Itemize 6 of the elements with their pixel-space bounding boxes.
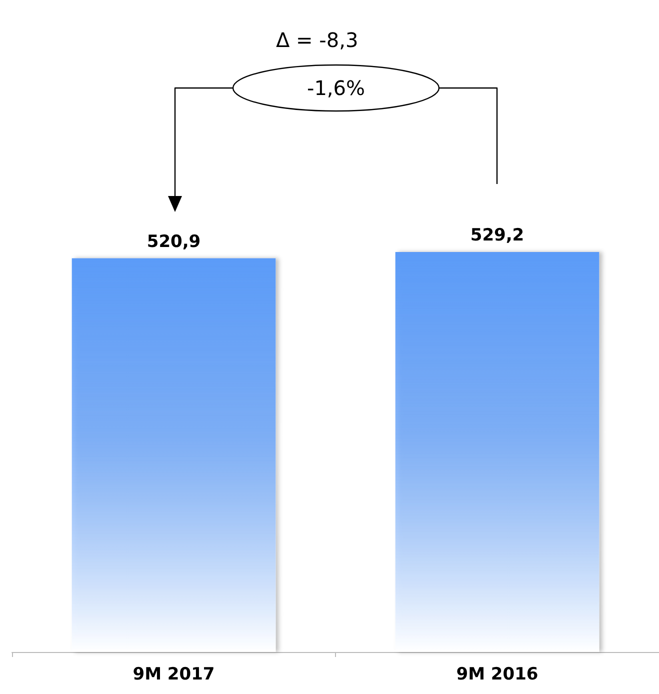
text: Δ = -8,3 xyxy=(276,28,358,52)
text: -1,6% xyxy=(306,76,366,100)
x-tick-label: 9M 2017 xyxy=(132,664,215,684)
x-tick-label: 9M 2016 xyxy=(456,664,538,684)
data-label: 520,9 xyxy=(146,232,201,252)
data-label: 529,2 xyxy=(470,226,524,246)
